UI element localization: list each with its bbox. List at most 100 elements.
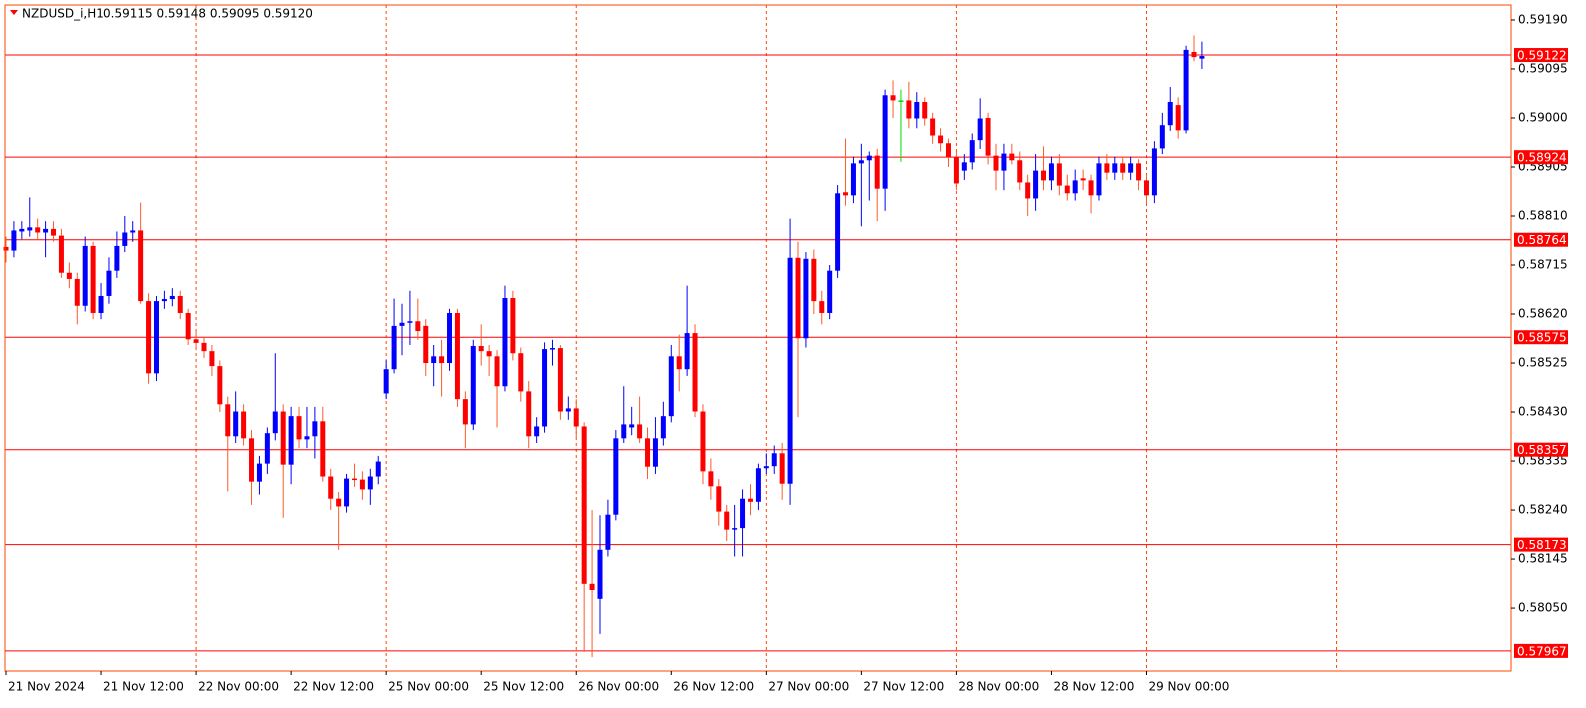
candle-body	[922, 101, 928, 119]
candle-body	[344, 478, 350, 507]
candle-body	[629, 424, 635, 428]
candle-body	[320, 421, 326, 477]
candle-body	[1128, 163, 1134, 173]
y-tick-label: 0.59000	[1518, 110, 1568, 124]
candle-body	[835, 193, 841, 271]
y-tick-label: 0.58145	[1518, 552, 1568, 566]
candle-body	[645, 438, 651, 467]
candle-body	[58, 235, 64, 273]
candle-body	[581, 426, 587, 584]
candle-body	[1199, 56, 1205, 59]
candle-body	[351, 478, 357, 481]
x-tick-label: 25 Nov 00:00	[388, 680, 469, 694]
candle-body	[122, 232, 128, 246]
candle-body	[82, 245, 88, 306]
candle-body	[35, 227, 41, 233]
candle-body	[383, 369, 389, 394]
candle-body	[1112, 163, 1118, 173]
y-tick-label: 0.59095	[1518, 61, 1568, 75]
chart-title: NZDUSD_i,H1	[22, 7, 104, 21]
candle-body	[1159, 125, 1165, 149]
candle-body	[740, 498, 746, 529]
candle-body	[652, 438, 658, 467]
candle-body	[819, 301, 825, 313]
level-label: 0.59122	[1517, 49, 1567, 63]
candle-body	[811, 258, 817, 302]
level-label-box	[1514, 150, 1568, 165]
candle-body	[447, 312, 453, 364]
candle-body	[1175, 105, 1181, 131]
level-label: 0.58764	[1517, 233, 1567, 247]
candle-body	[534, 426, 540, 437]
candle-body	[573, 408, 579, 427]
candle-body	[914, 101, 920, 119]
candle-body	[153, 301, 159, 374]
candle-body	[272, 411, 278, 434]
candle-body	[217, 366, 223, 405]
x-tick-label: 28 Nov 12:00	[1053, 680, 1134, 694]
y-tick-label: 0.58335	[1518, 454, 1568, 468]
candle-body	[201, 342, 207, 352]
candle-body	[1143, 180, 1149, 196]
candle-body	[1096, 163, 1102, 196]
x-tick-label: 27 Nov 12:00	[863, 680, 944, 694]
candle-body	[882, 95, 888, 189]
candle-body	[692, 333, 698, 412]
candle-body	[439, 356, 445, 364]
candle-body	[985, 117, 991, 156]
grid	[5, 5, 1511, 671]
candle-body	[431, 356, 437, 364]
candle-body	[510, 298, 516, 354]
candle-body	[27, 227, 33, 231]
candle-body	[494, 356, 500, 387]
collapse-icon[interactable]	[10, 10, 18, 15]
candle-body	[423, 325, 429, 364]
candle-body	[1025, 182, 1031, 199]
candle-body	[589, 583, 595, 591]
candle-body	[518, 353, 524, 392]
chart-subtitle: 0.59115 0.59148 0.59095 0.59120	[103, 7, 313, 21]
candle-body	[660, 416, 666, 439]
y-tick-label: 0.58240	[1518, 503, 1568, 517]
candle-body	[850, 163, 856, 196]
candle-body	[19, 228, 25, 232]
candle-body	[486, 351, 492, 357]
candle-body	[209, 351, 215, 367]
candle-body	[993, 155, 999, 171]
level-label: 0.58575	[1517, 331, 1567, 345]
candle-body	[359, 479, 365, 490]
candles	[3, 35, 1205, 658]
candle-body	[977, 118, 983, 141]
candle-body	[747, 498, 753, 502]
candle-body	[177, 295, 183, 313]
candle-body	[930, 118, 936, 136]
level-label: 0.58357	[1517, 443, 1567, 457]
candle-body	[98, 295, 104, 313]
candle-body	[1151, 148, 1157, 196]
level-label-box	[1514, 537, 1568, 552]
candle-body	[280, 411, 286, 465]
candle-body	[1167, 101, 1173, 126]
candle-body	[3, 246, 9, 251]
x-tick-label: 22 Nov 00:00	[198, 680, 279, 694]
x-tick-label: 21 Nov 2024	[8, 680, 85, 694]
candle-body	[312, 421, 318, 437]
candle-body	[961, 162, 967, 171]
candle-body	[866, 155, 872, 161]
level-label-box	[1514, 48, 1568, 63]
candle-body	[336, 498, 342, 507]
y-tick-label: 0.58430	[1518, 405, 1568, 419]
candle-body	[407, 321, 413, 323]
candle-body	[328, 476, 334, 499]
candle-body	[724, 511, 730, 530]
candle-body	[11, 230, 17, 251]
candle-body	[953, 157, 959, 184]
candle-body	[716, 486, 722, 512]
candle-body	[803, 258, 809, 339]
candle-body	[264, 433, 270, 464]
candle-body	[613, 438, 619, 515]
candle-body	[454, 312, 460, 400]
candle-body	[676, 356, 682, 370]
